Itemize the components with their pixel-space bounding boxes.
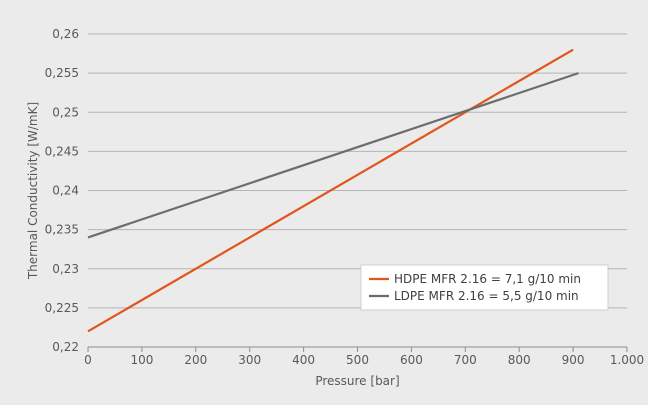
series-line [87, 48, 574, 333]
legend-label: LDPE MFR 2.16 = 5,5 g/10 min [394, 289, 579, 303]
x-axis-label: Pressure [bar] [315, 374, 399, 388]
series-line [87, 72, 579, 239]
y-tick-label: 0,24 [52, 184, 79, 198]
x-tick-label: 400 [292, 353, 315, 367]
x-tick-label: 100 [130, 353, 153, 367]
y-tick-label: 0,225 [45, 301, 79, 315]
legend: HDPE MFR 2.16 = 7,1 g/10 min LDPE MFR 2.1… [360, 264, 609, 311]
x-axis [87, 346, 628, 352]
y-tick-label: 0,255 [45, 66, 79, 80]
y-tick-label: 0,22 [52, 340, 79, 354]
y-tick-label: 0,235 [45, 223, 79, 237]
y-axis-label: Thermal Conductivity [W/mK] [26, 102, 40, 280]
x-tick-label: 500 [346, 353, 369, 367]
x-tick-label: 0 [84, 353, 92, 367]
y-tick-label: 0,245 [45, 144, 79, 158]
y-tick-label: 0,25 [52, 105, 79, 119]
y-tick-label: 0,26 [52, 27, 79, 41]
grid-lines [88, 33, 627, 348]
x-tick-label: 300 [238, 353, 261, 367]
legend-box [360, 264, 609, 311]
legend-label: HDPE MFR 2.16 = 7,1 g/10 min [394, 272, 581, 286]
x-tick-label: 800 [508, 353, 531, 367]
x-tick-label: 900 [562, 353, 585, 367]
x-tick-label: 200 [184, 353, 207, 367]
x-tick-labels: 0 100 200 300 400 500 600 700 800 900 1.000 [84, 353, 644, 367]
series-lines [87, 48, 579, 333]
x-tick-label: 700 [454, 353, 477, 367]
x-tick-label: 600 [400, 353, 423, 367]
y-tick-labels: 0,22 0,225 0,23 0,235 0,24 0,245 0,25 0,255 0,26 [45, 27, 79, 354]
x-tick-label: 1.000 [610, 353, 644, 367]
y-tick-label: 0,23 [52, 262, 79, 276]
